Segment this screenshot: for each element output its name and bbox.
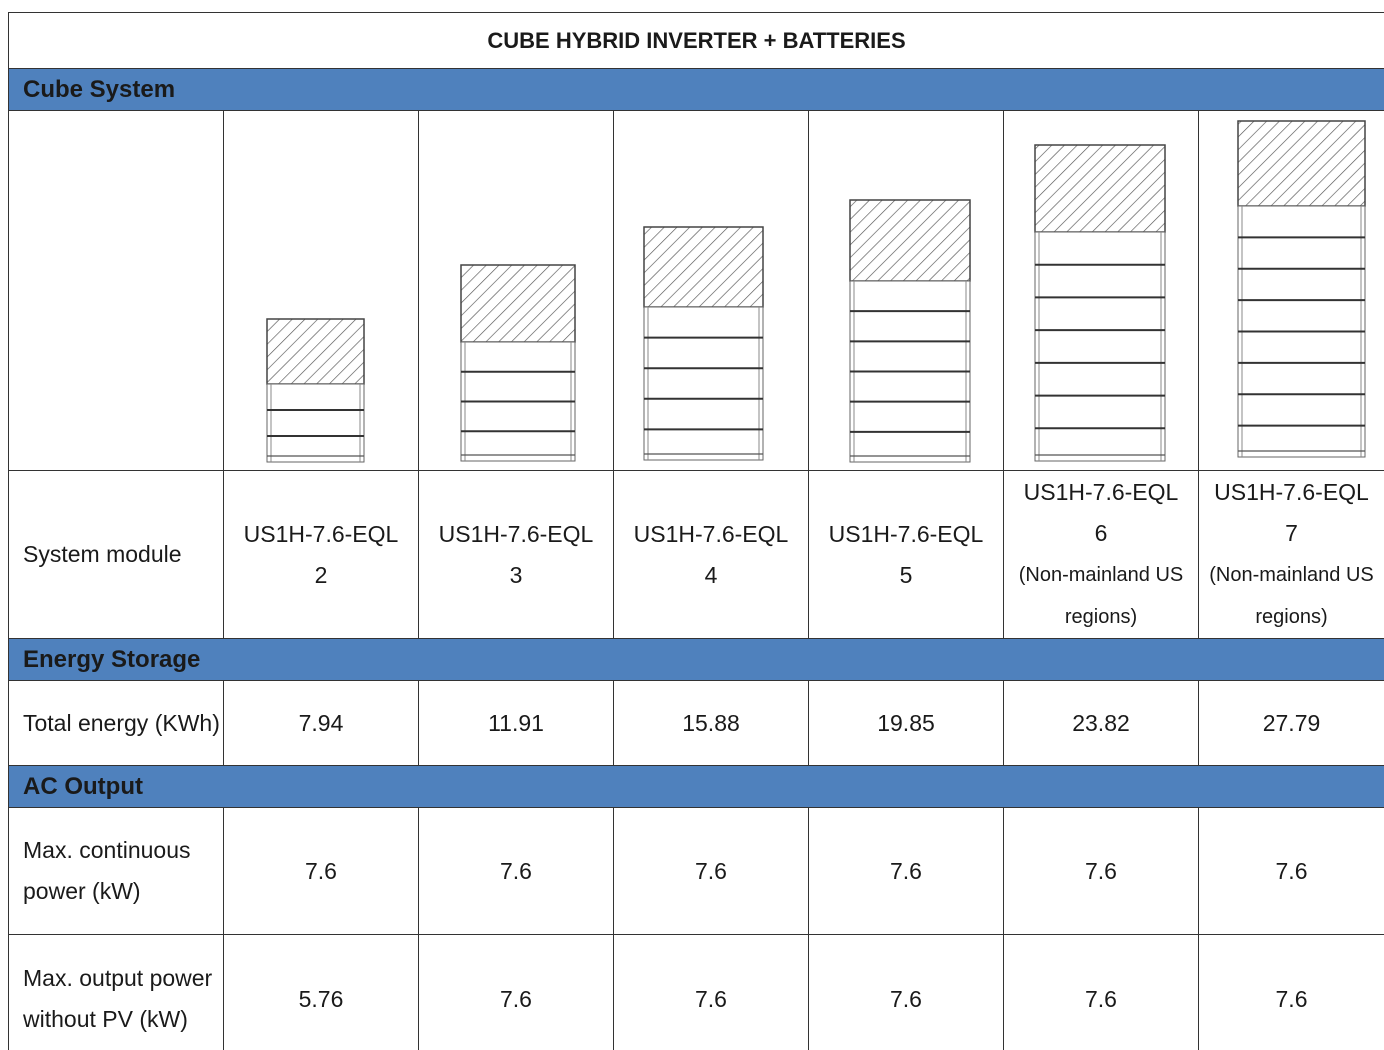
module-model: US1H-7.6-EQL <box>1214 478 1369 505</box>
data-row: Total energy (KWh) 7.94 11.91 15.88 19.85 23.… <box>8 680 1384 766</box>
value-cell: 7.6 <box>808 807 1004 935</box>
module-cell: US1H-7.6-EQL 7 (Non-mainland US regions) <box>1197 470 1384 639</box>
value-cell: 23.82 <box>1003 680 1199 766</box>
image-cell <box>8 110 224 471</box>
table-body: CUBE HYBRID INVERTER + BATTERIES Cube Sy… <box>7 12 1384 1050</box>
section-row: Cube System <box>7 68 1384 111</box>
image-cell <box>1003 110 1199 471</box>
module-size: 7 <box>1285 519 1298 546</box>
image-cell <box>418 110 614 471</box>
value-cell: 19.85 <box>808 680 1004 766</box>
section-title: Energy Storage <box>7 638 1384 681</box>
image-row <box>8 110 1384 471</box>
value-cell: 27.79 <box>1197 680 1384 766</box>
value-cell: 7.6 <box>418 807 614 935</box>
section-row: Energy Storage <box>7 638 1384 681</box>
value-cell: 7.6 <box>1197 807 1384 935</box>
value-cell: 7.6 <box>613 934 809 1050</box>
spec-table: CUBE HYBRID INVERTER + BATTERIES Cube Sy… <box>7 12 1384 1050</box>
value-cell: 7.6 <box>808 934 1004 1050</box>
value-cell: 7.94 <box>223 680 419 766</box>
value-cell: 7.6 <box>223 807 419 935</box>
value-cell: 11.91 <box>418 680 614 766</box>
module-cell: US1H-7.6-EQL 4 <box>613 470 809 639</box>
module-model: US1H-7.6-EQL <box>633 520 789 547</box>
data-row: System module US1H-7.6-EQL 2 US1H-7.6-EQL 3 U… <box>8 470 1384 639</box>
module-size: 3 <box>509 561 523 588</box>
image-cell <box>613 110 809 471</box>
module-cell: US1H-7.6-EQL 3 <box>418 470 614 639</box>
table-title: CUBE HYBRID INVERTER + BATTERIES <box>7 12 1384 69</box>
value-cell: 7.6 <box>418 934 614 1050</box>
module-model: US1H-7.6-EQL <box>828 520 984 547</box>
value-cell: 7.6 <box>1003 934 1199 1050</box>
row-label: Max. output power without PV (kW) <box>8 934 224 1050</box>
module-size: 5 <box>899 561 913 588</box>
module-model: US1H-7.6-EQL <box>438 520 594 547</box>
value-cell: 7.6 <box>1003 807 1199 935</box>
section-title: Cube System <box>7 68 1384 111</box>
value-cell: 7.6 <box>613 807 809 935</box>
module-size: 4 <box>704 561 718 588</box>
module-note: (Non-mainland US regions) <box>1209 563 1374 628</box>
data-row: Max. continuous power (kW) 7.6 7.6 7.6 7.6 7.… <box>8 807 1384 935</box>
value-cell: 5.76 <box>223 934 419 1050</box>
image-cell <box>223 110 419 471</box>
data-row: Max. output power without PV (kW) 5.76 7.6… <box>8 934 1384 1050</box>
image-cell <box>808 110 1004 471</box>
module-model: US1H-7.6-EQL <box>243 520 399 547</box>
module-size: 6 <box>1094 519 1108 546</box>
row-label: System module <box>8 470 224 639</box>
section-title: AC Output <box>7 765 1384 808</box>
image-cell <box>1197 110 1384 471</box>
row-label: Max. continuous power (kW) <box>8 807 224 935</box>
module-size: 2 <box>314 561 328 588</box>
section-row: AC Output <box>7 765 1384 808</box>
title-row: CUBE HYBRID INVERTER + BATTERIES <box>7 12 1384 69</box>
module-note: (Non-mainland US regions) <box>1018 563 1184 628</box>
module-model: US1H-7.6-EQL <box>1023 478 1179 505</box>
row-label: Total energy (KWh) <box>8 680 224 766</box>
value-cell: 7.6 <box>1197 934 1384 1050</box>
module-cell: US1H-7.6-EQL 5 <box>808 470 1004 639</box>
value-cell: 15.88 <box>613 680 809 766</box>
module-cell: US1H-7.6-EQL 2 <box>223 470 419 639</box>
module-cell: US1H-7.6-EQL 6 (Non-mainland US regions) <box>1003 470 1199 639</box>
